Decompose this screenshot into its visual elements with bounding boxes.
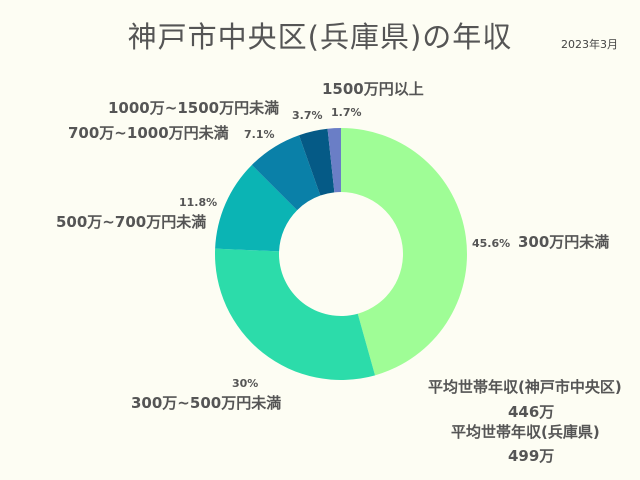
- category-label-4: 1000万~1500万円未満: [108, 99, 279, 117]
- category-label-1: 300万~500万円未満: [131, 394, 281, 412]
- pref-average-label: 平均世帯年収(兵庫県): [451, 423, 600, 441]
- pref-average-value: 499万: [508, 447, 554, 465]
- percent-label-4: 3.7%: [292, 109, 323, 122]
- percent-label-5: 1.7%: [331, 106, 362, 119]
- category-label-0: 300万円未満: [518, 233, 609, 251]
- date-label: 2023年3月: [561, 38, 618, 51]
- category-label-5: 1500万円以上: [322, 80, 424, 98]
- slice-1: [214, 248, 376, 380]
- category-label-3: 700万~1000万円未満: [68, 124, 229, 142]
- slice-0: [341, 128, 467, 376]
- percent-label-1: 30%: [232, 377, 258, 390]
- percent-label-2: 11.8%: [179, 196, 217, 209]
- category-label-2: 500万~700万円未満: [56, 213, 206, 231]
- slice-4: [299, 128, 335, 196]
- slice-3: [251, 135, 321, 211]
- slice-5: [327, 128, 341, 193]
- percent-label-0: 45.6%: [472, 237, 510, 250]
- slices-group: [214, 128, 467, 380]
- chart-title: 神戸市中央区(兵庫県)の年収: [127, 20, 513, 54]
- percent-label-3: 7.1%: [244, 128, 275, 141]
- slice-2: [215, 164, 298, 252]
- local-average-label: 平均世帯年収(神戸市中央区): [428, 378, 622, 396]
- local-average-value: 446万: [508, 403, 554, 421]
